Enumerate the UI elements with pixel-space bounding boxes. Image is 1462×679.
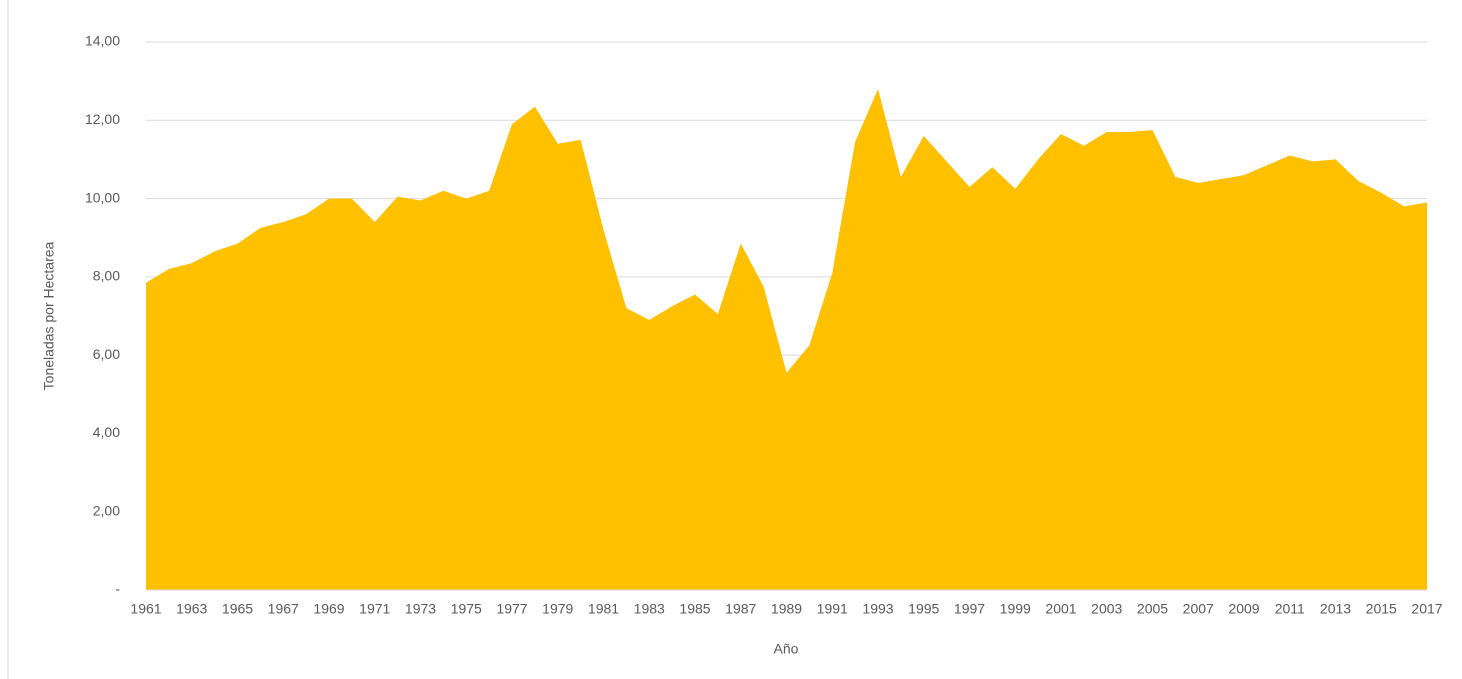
x-tick-label: 1961 xyxy=(130,601,161,617)
x-tick-label: 2017 xyxy=(1411,601,1442,617)
y-tick-label: 12,00 xyxy=(85,111,120,127)
x-tick-label: 1977 xyxy=(496,601,527,617)
x-tick-label: 1987 xyxy=(725,601,756,617)
x-axis-title: Año xyxy=(774,641,799,657)
x-tick-label: 1983 xyxy=(634,601,665,617)
x-tick-label: 1999 xyxy=(1000,601,1031,617)
x-tick-label: 2013 xyxy=(1320,601,1351,617)
x-tick-label: 1985 xyxy=(679,601,710,617)
x-tick-label: 1993 xyxy=(862,601,893,617)
x-tick-label: 1967 xyxy=(268,601,299,617)
x-tick-label: 1995 xyxy=(908,601,939,617)
x-tick-label: 1981 xyxy=(588,601,619,617)
x-tick-label: 2015 xyxy=(1366,601,1397,617)
x-tick-label: 1989 xyxy=(771,601,802,617)
x-tick-label: 1969 xyxy=(313,601,344,617)
x-tick-label: 2003 xyxy=(1091,601,1122,617)
x-tick-label: 1973 xyxy=(405,601,436,617)
x-tick-label: 1963 xyxy=(176,601,207,617)
x-tick-label: 1979 xyxy=(542,601,573,617)
x-tick-label: 2007 xyxy=(1183,601,1214,617)
y-axis-title: Toneladas por Hectarea xyxy=(41,241,57,390)
x-tick-label: 1965 xyxy=(222,601,253,617)
y-tick-label: 8,00 xyxy=(93,268,120,284)
y-tick-label: 14,00 xyxy=(85,33,120,49)
x-tick-label: 2001 xyxy=(1045,601,1076,617)
x-tick-label: 1975 xyxy=(451,601,482,617)
x-tick-label: 1991 xyxy=(817,601,848,617)
area xyxy=(146,88,1427,590)
y-tick-label: 4,00 xyxy=(93,424,120,440)
x-tick-label: 2009 xyxy=(1228,601,1259,617)
y-tick-label: - xyxy=(115,581,120,597)
x-tick-label: 1971 xyxy=(359,601,390,617)
x-tick-label: 2011 xyxy=(1275,601,1305,617)
y-tick-label: 10,00 xyxy=(85,189,120,205)
y-tick-label: 2,00 xyxy=(93,502,120,518)
y-tick-label: 6,00 xyxy=(93,346,120,362)
x-tick-label: 1997 xyxy=(954,601,985,617)
x-tick-label: 2005 xyxy=(1137,601,1168,617)
